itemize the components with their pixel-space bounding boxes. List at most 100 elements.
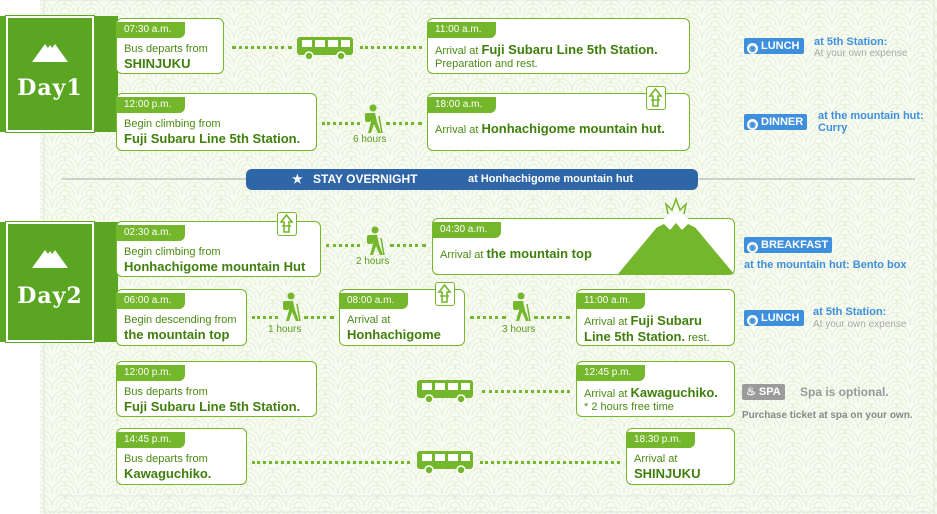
card-note: Preparation and rest. [435, 58, 538, 70]
star-icon: ★ [292, 172, 303, 186]
spa-title: Spa is optional. [800, 385, 889, 399]
day2-bus-depart-5th-card: 12:00 p.m. Bus departs from Fuji Subaru … [116, 361, 317, 417]
card-place: Fuji Subaru Line 5th Station. [124, 399, 301, 414]
dinner-where: at the mountain hut: [818, 110, 924, 122]
mountain-hut-icon [277, 212, 297, 236]
time: 02:30 a.m. [117, 225, 186, 241]
day2-label: Day2 [17, 283, 83, 309]
day2-arrival-honhachigome-card: 08:00 a.m. Arrival at Honhachigome [339, 289, 465, 346]
route-dots [322, 122, 360, 125]
lunch-where: at 5th Station: [813, 306, 887, 318]
hiker-icon [513, 292, 531, 322]
card-place: Fuji Subaru Line 5th Station. [124, 131, 301, 146]
spa-label: SPA [758, 386, 781, 398]
restaurant-icon: ◉ [747, 119, 758, 130]
card-place: SHINJUKU [124, 56, 191, 71]
day1-arrival-5th-card: 11:00 a.m. Arrival at Fuji Subaru Line 5… [427, 18, 690, 74]
breakfast-what: at the mountain hut: Bento box [744, 259, 907, 271]
route-dots [482, 390, 570, 393]
card-text: Bus departs from [124, 43, 208, 55]
breakfast-label: BREAKFAST [761, 239, 829, 251]
day2-arrival-5th-card: 11:00 a.m. Arrival at Fuji Subaru Line 5… [576, 289, 735, 346]
mountain-top-icon [618, 196, 734, 274]
time: 12:45 p.m. [577, 365, 646, 381]
dinner-what: Curry [818, 122, 848, 134]
route-dots [534, 316, 570, 319]
day2-arrival-kawaguchiko-card: 12:45 p.m. Arrival at Kawaguchiko. * 2 h… [576, 361, 735, 417]
breakfast-tag: ◉ BREAKFAST [744, 237, 833, 253]
card-place: Fuji Subaru Line 5th Station. [481, 42, 658, 57]
day2-arrival-shinjuku-card: 18:30 p.m. Arrival at SHINJUKU [626, 428, 735, 485]
card-text: Bus departs from [124, 453, 208, 465]
duration-label: 3 hours [502, 324, 536, 335]
card-place: Fuji Subaru [630, 313, 702, 328]
day2-begin-descend-card: 06:00 a.m. Begin descending from the mou… [116, 289, 247, 346]
card-text: Begin climbing from [124, 246, 221, 258]
day2-badge: Day2 [6, 222, 94, 342]
route-dots [232, 46, 292, 49]
bus-icon [417, 451, 473, 475]
lunch-where: at 5th Station: [814, 36, 888, 48]
day1-label: Day1 [17, 75, 83, 101]
card-text: Arrival at [440, 249, 487, 261]
lunch-tag: ◉ LUNCH [744, 310, 804, 326]
card-text: Begin climbing from [124, 118, 221, 130]
hot-spring-icon: ♨ [746, 386, 759, 398]
route-dots [326, 244, 360, 247]
restaurant-icon: ◉ [747, 43, 758, 54]
dinner-tag: ◉ DINNER [744, 114, 808, 130]
day2-bus-depart-kawaguchiko-card: 14:45 p.m. Bus departs from Kawaguchiko. [116, 428, 247, 485]
time: 12:00 p.m. [117, 97, 186, 113]
time: 11:00 a.m. [577, 293, 645, 309]
restaurant-icon: ◉ [747, 315, 758, 326]
route-dots [480, 461, 620, 464]
card-text: Begin descending from [124, 314, 237, 326]
time: 08:00 a.m. [340, 293, 409, 309]
route-dots [360, 46, 422, 49]
day1-begin-climb-card: 12:00 p.m. Begin climbing from Fuji Suba… [116, 93, 317, 151]
day1-departure-card: 07:30 a.m. Bus departs from SHINJUKU [116, 18, 224, 74]
card-text: Arrival at [584, 316, 631, 328]
card-text: Arrival at [347, 314, 391, 326]
spa-tag: ♨ SPA [742, 384, 785, 400]
card-place: the mountain top [486, 246, 592, 261]
lunch-what: At your own expense [813, 319, 907, 330]
route-dots [386, 122, 422, 125]
card-text: Bus departs from [124, 386, 208, 398]
mount-fuji-icon [32, 250, 68, 268]
hiker-icon [365, 104, 383, 134]
time: 14:45 p.m. [117, 432, 186, 448]
duration-label: 2 hours [356, 256, 390, 267]
lunch-tag: ◉ LUNCH [744, 38, 804, 54]
card-text: Arrival at [634, 453, 678, 465]
bus-icon [417, 380, 473, 404]
mount-fuji-icon [32, 44, 68, 62]
lunch-what: At your own expense [814, 48, 908, 59]
card-text: Arrival at [584, 388, 631, 400]
card-place: Honhachigome mountain Hut [124, 259, 306, 274]
time: 04:30 a.m. [433, 222, 502, 238]
card-place-2: Line 5th Station. [584, 329, 686, 344]
card-place: Kawaguchiko. [630, 385, 718, 400]
time: 11:00 a.m. [428, 22, 496, 38]
time: 07:30 a.m. [117, 22, 186, 38]
overnight-where: at Honhachigome mountain hut [468, 173, 633, 185]
route-dots [304, 316, 334, 319]
time: 18:00 a.m. [428, 97, 497, 113]
card-place: SHINJUKU [634, 466, 701, 481]
duration-label: 1 hours [268, 324, 302, 335]
time: 06:00 a.m. [117, 293, 186, 309]
card-place: the mountain top [124, 327, 230, 342]
restaurant-icon: ◉ [747, 242, 758, 253]
spa-note: Purchase ticket at spa on your own. [742, 410, 913, 421]
route-dots [252, 461, 410, 464]
lunch-label: LUNCH [761, 40, 800, 52]
day1-badge: Day1 [6, 16, 94, 132]
duration-label: 6 hours [353, 134, 387, 145]
route-dots [252, 316, 278, 319]
mountain-hut-icon [435, 282, 455, 306]
dinner-label: DINNER [761, 116, 804, 128]
lunch-label: LUNCH [761, 312, 800, 324]
card-text: Arrival at [435, 124, 482, 136]
time: 18:30 p.m. [627, 432, 696, 448]
